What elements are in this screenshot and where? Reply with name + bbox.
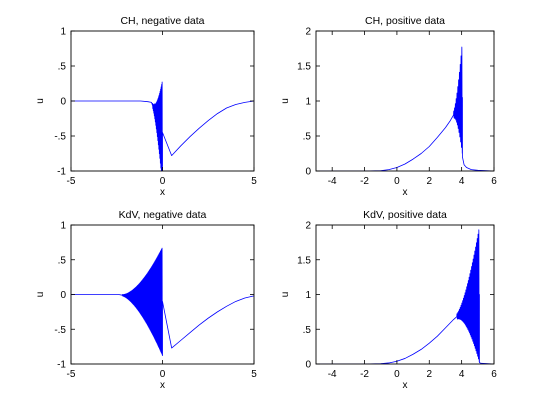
x-tick-label: 2 (426, 176, 432, 187)
chart-title: CH, negative data (120, 15, 204, 27)
axes-box (315, 30, 495, 172)
x-tick-label: -2 (360, 369, 369, 380)
y-tick-label: .5 (58, 62, 67, 73)
x-tick-label: -5 (67, 176, 76, 187)
chart-title: KdV, negative data (119, 209, 207, 221)
y-axis-label: u (35, 292, 46, 298)
y-tick-label: .5 (58, 255, 67, 266)
y-axis-label: u (35, 98, 46, 104)
chart-title: CH, positive data (365, 15, 445, 27)
chart-panel-1: -5 0 5 -1 -.5 0 .5 1 CH, negative data x u (35, 15, 257, 198)
y-tick-label: 0 (305, 167, 311, 178)
y-tick-label: .5 (303, 325, 312, 336)
y-tick-label: 1 (60, 27, 66, 38)
y-tick-label: 1.5 (297, 62, 311, 73)
x-axis-label: x (403, 380, 408, 391)
series-line-1 (316, 46, 494, 171)
x-tick-label: 0 (394, 176, 400, 187)
x-axis-label: x (160, 187, 165, 198)
chart-title: KdV, positive data (363, 209, 447, 221)
y-tick-label: 1 (60, 221, 66, 232)
x-tick-label: 6 (491, 176, 497, 187)
x-tick-label: 4 (459, 176, 465, 187)
x-tick-label: 5 (251, 369, 257, 380)
y-axis-label: u (280, 292, 291, 298)
y-tick-label: 0 (305, 360, 311, 371)
x-tick-label: 0 (160, 176, 166, 187)
x-tick-label: -4 (328, 369, 337, 380)
x-tick-label: 0 (394, 369, 400, 380)
y-tick-label: -1 (57, 360, 66, 371)
chart-panel-3: -5 0 5 -1 -.5 0 .5 1 KdV, negative data x u (35, 209, 257, 391)
y-tick-label: 1 (305, 290, 311, 301)
x-tick-label: 0 (160, 369, 166, 380)
y-tick-label: -.5 (54, 132, 66, 143)
y-tick-label: -.5 (54, 325, 66, 336)
x-tick-label: 5 (251, 176, 257, 187)
chart-panel-4: -4 -2 0 2 4 6 0 .5 1 1.5 2 KdV, positive data x u (280, 209, 497, 391)
y-axis-label: u (280, 98, 291, 104)
y-tick-label: 0 (60, 290, 66, 301)
x-tick-label: -2 (360, 176, 369, 187)
series-line-1 (316, 229, 494, 364)
x-tick-label: 6 (491, 369, 497, 380)
y-tick-label: 0 (60, 97, 66, 108)
x-axis-label: x (160, 380, 165, 391)
x-axis-label: x (403, 187, 408, 198)
y-tick-label: 1.5 (297, 255, 311, 266)
series-line-1 (71, 247, 254, 357)
x-tick-label: 4 (459, 369, 465, 380)
y-tick-label: 2 (305, 27, 311, 38)
series-line-1 (71, 81, 254, 171)
y-tick-label: .5 (303, 132, 312, 143)
x-tick-label: 2 (426, 369, 432, 380)
x-tick-label: -5 (67, 369, 76, 380)
y-tick-label: 1 (305, 97, 311, 108)
chart-panel-2: -4 -2 0 2 4 6 0 .5 1 1.5 2 CH, positive data x u (280, 15, 497, 198)
x-tick-label: -4 (328, 176, 337, 187)
y-tick-label: 2 (305, 221, 311, 232)
y-tick-label: -1 (57, 167, 66, 178)
